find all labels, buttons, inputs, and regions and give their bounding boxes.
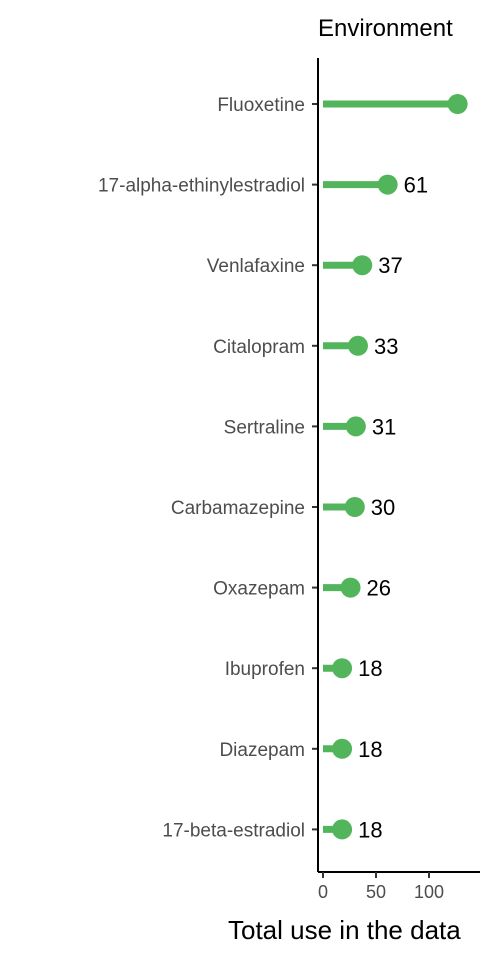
value-label: 61: [404, 173, 428, 198]
value-label: 33: [374, 334, 398, 359]
category-label: Fluoxetine: [217, 95, 305, 116]
chart-title: Environment: [318, 15, 453, 42]
lollipop-dot: [377, 174, 398, 195]
lollipop-dot: [447, 94, 468, 114]
category-label: Venlafaxine: [207, 256, 305, 277]
value-label: 18: [358, 656, 382, 681]
category-label: Sertraline: [224, 417, 305, 438]
lollipop-dot: [332, 819, 353, 840]
x-ticks: 0 50 100: [318, 872, 444, 902]
lollipop-dot: [344, 497, 365, 517]
lollipop-dot: [340, 577, 361, 598]
lollipop-dot: [352, 255, 373, 276]
category-label: Carbamazepine: [171, 498, 305, 519]
value-label: 37: [378, 253, 402, 278]
value-label: 18: [358, 737, 382, 762]
value-label: 31: [372, 414, 396, 439]
category-label: Citalopram: [213, 337, 305, 358]
category-label: Diazepam: [219, 740, 305, 761]
x-tick-label: 100: [414, 882, 444, 902]
x-tick-label: 0: [318, 882, 328, 902]
x-tick-label: 50: [366, 882, 386, 902]
value-label: 18: [358, 817, 382, 842]
category-label: 17-alpha-ethinylestradiol: [98, 176, 305, 197]
category-label: 17-beta-estradiol: [162, 820, 305, 841]
value-label: 26: [367, 576, 391, 601]
x-axis-label: Total use in the data: [228, 915, 461, 945]
chart-marks: Fluoxetine 17-alpha-ethinylestradiol 61 Ven…: [98, 94, 468, 842]
lollipop-dot: [332, 658, 353, 679]
lollipop-dot: [345, 416, 366, 437]
category-label: Ibuprofen: [225, 659, 305, 680]
lollipop-dot: [332, 738, 353, 759]
value-label: 30: [371, 495, 395, 520]
lollipop-dot: [347, 335, 368, 356]
category-label: Oxazepam: [213, 579, 305, 600]
